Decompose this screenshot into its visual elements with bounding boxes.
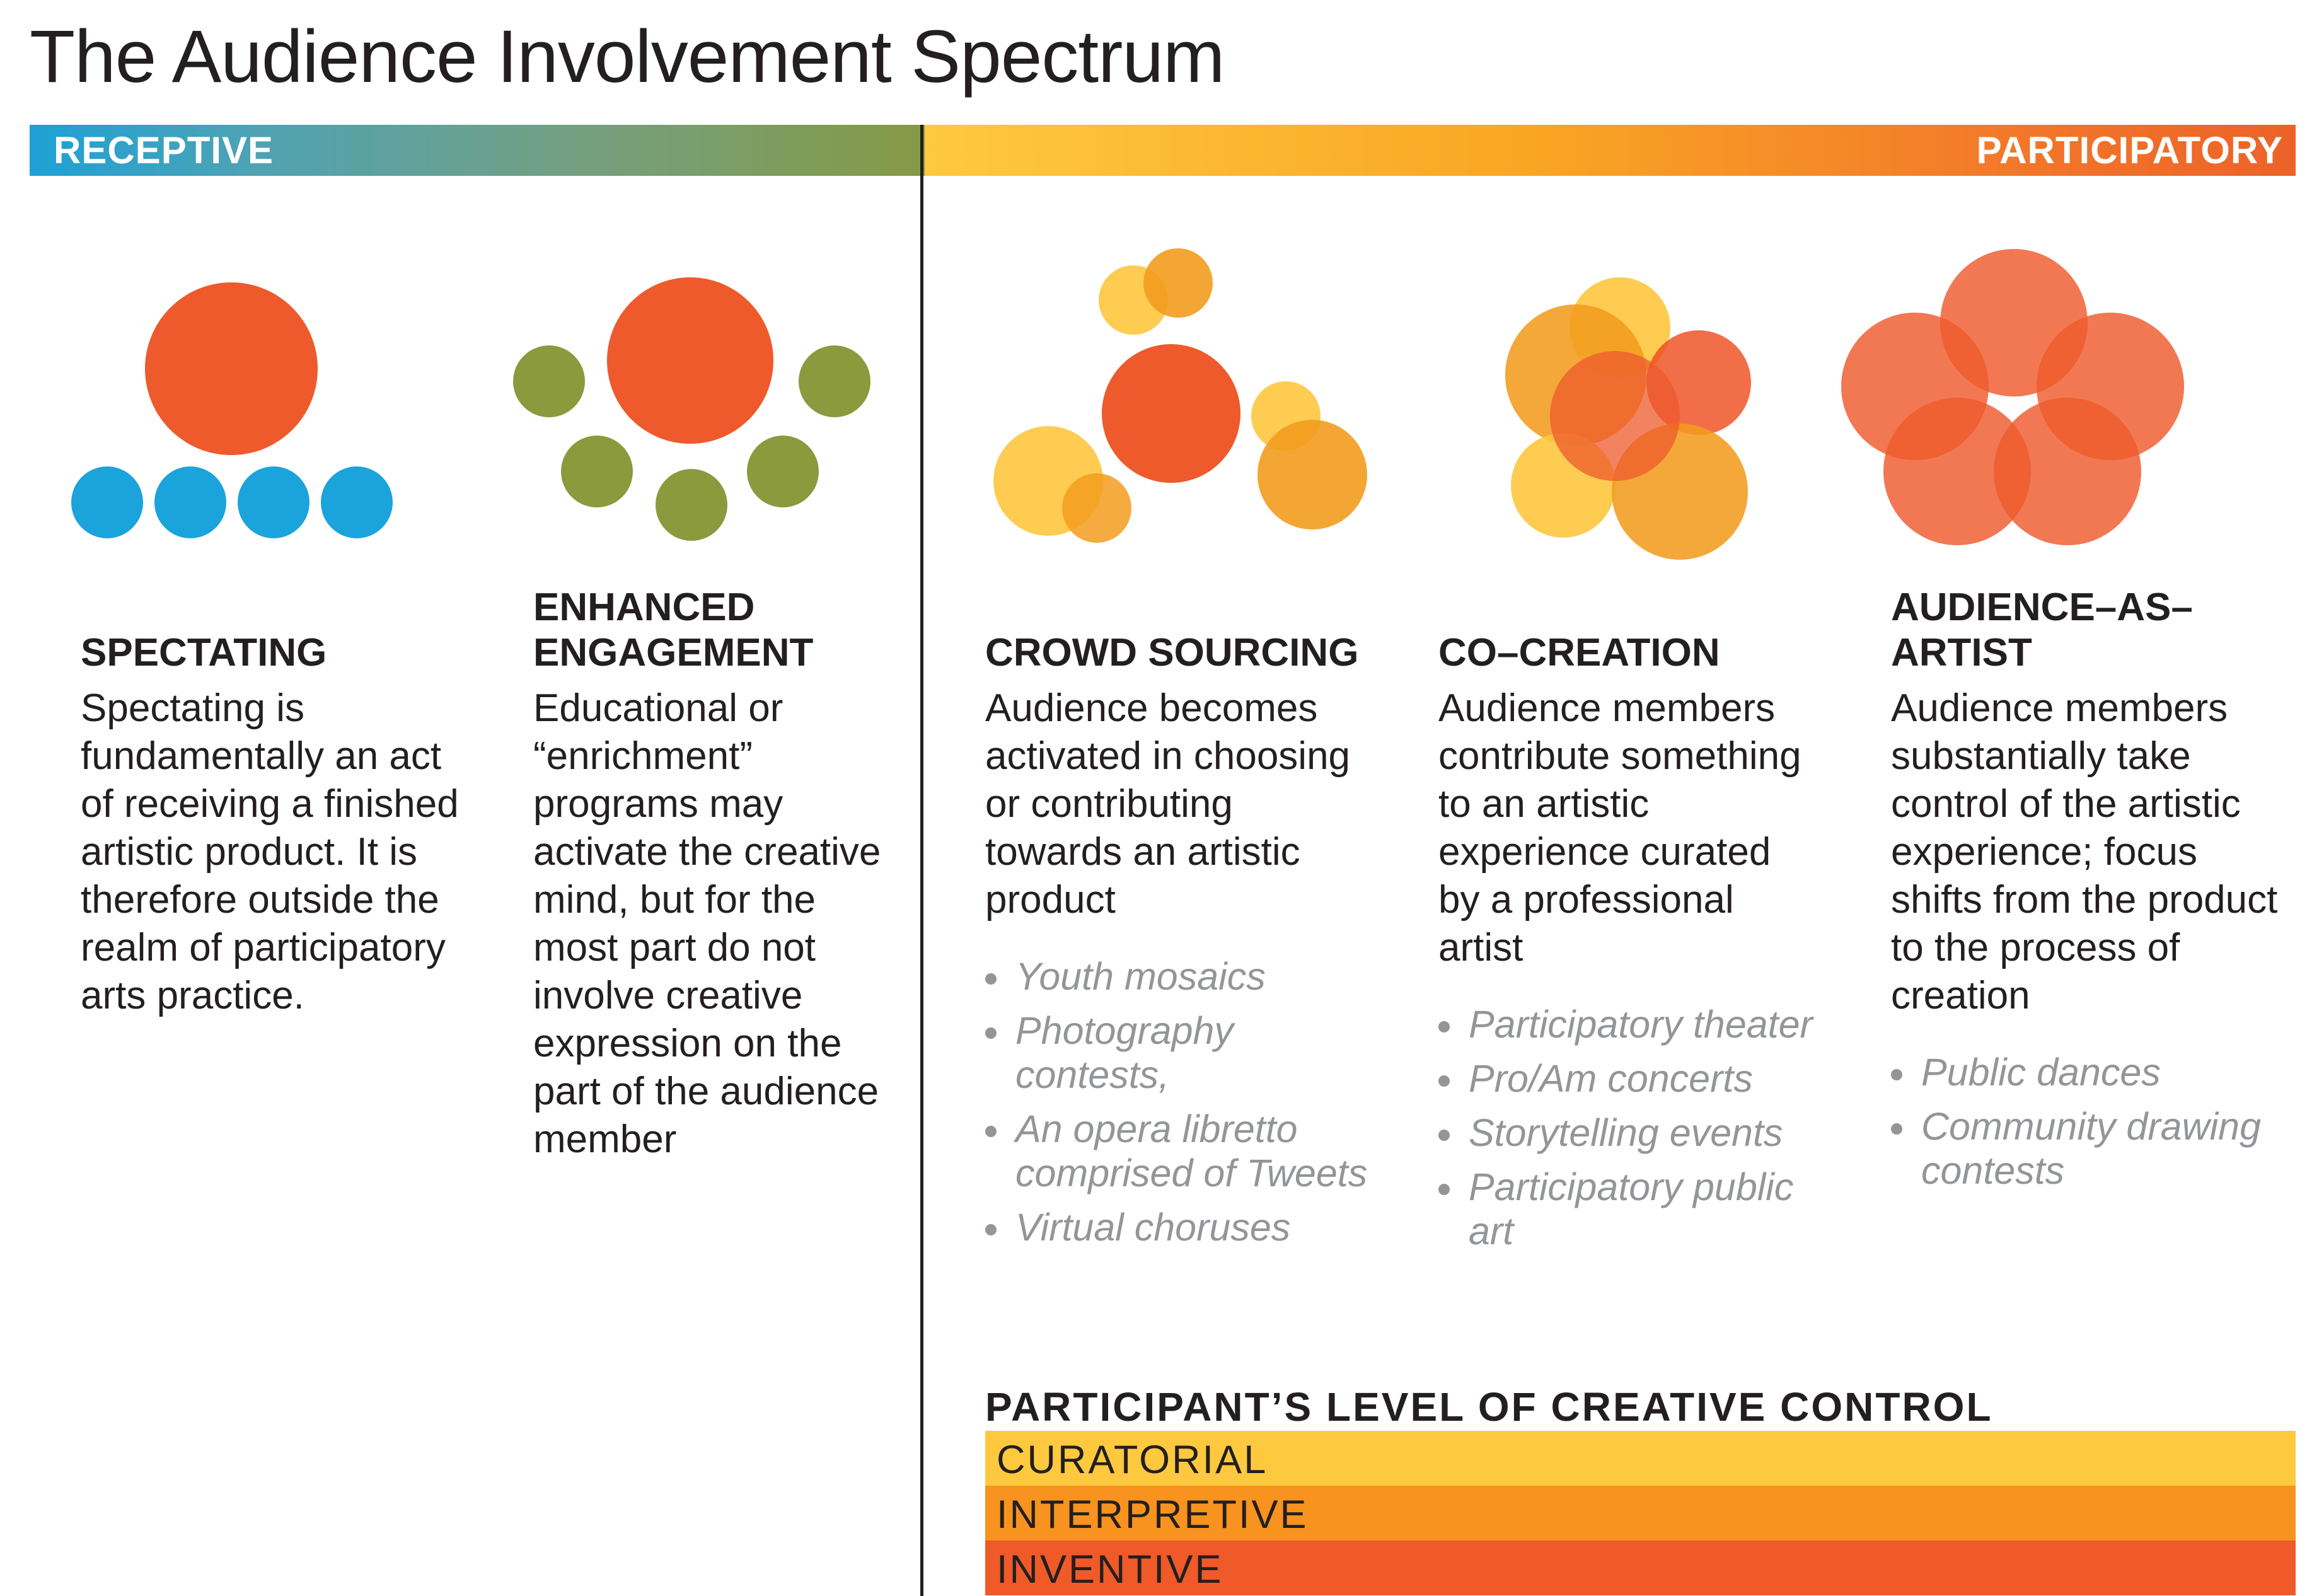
level-curatorial: CURATORIAL [985,1431,2296,1486]
column-description: Audience members contribute something to… [1438,686,1801,969]
spectating-icon [71,282,393,538]
level-label: INVENTIVE [997,1547,1223,1592]
column-heading: SPECTATING [81,631,327,674]
level-inventive: INVENTIVE [985,1541,2296,1595]
column-crowd-sourcing: CROWD SOURCING Audience becomes activate… [985,630,1389,1259]
column-spectating: SPECTATING Spectating is fundamentally a… [81,630,471,1020]
list-item: Community drawing contests [1891,1104,2307,1193]
list-item: Storytelling events [1438,1111,1842,1155]
column-heading: ENHANCED ENGAGEMENT [533,586,814,674]
column-description: Spectating is fundamentally an act of re… [81,686,459,1017]
participatory-label: PARTICIPATORY [1976,129,2283,171]
example-list: Public dances Community drawing contests [1891,1050,2307,1193]
list-item: Virtual choruses [985,1205,1389,1249]
level-interpretive: INTERPRETIVE [985,1486,2296,1541]
column-heading: CROWD SOURCING [985,631,1359,674]
divider-line [920,125,923,1596]
list-item: Youth mosaics [985,954,1389,998]
column-heading: AUDIENCE–AS–ARTIST [1891,586,2193,674]
list-item: Participatory public art [1438,1165,1842,1253]
column-audience-as-artist: AUDIENCE–AS–ARTIST Audience members subs… [1891,585,2307,1203]
column-description: Educational or “enrichment” programs may… [533,686,881,1161]
page-title: The Audience Involvement Spectrum [30,15,1225,98]
audience-as-artist-icon [1841,249,2184,545]
enhanced-engagement-icon [513,277,870,541]
participatory-bar: PARTICIPATORY [925,125,2296,176]
co-creation-icon [1505,277,1751,560]
example-list: Youth mosaics Photography contests, An o… [985,954,1389,1249]
level-label: INTERPRETIVE [997,1493,1309,1537]
creative-control-title: PARTICIPANT’S LEVEL OF CREATIVE CONTROL [985,1384,1993,1430]
column-co-creation: CO–CREATION Audience members contribute … [1438,630,1842,1263]
receptive-bar: RECEPTIVE [30,125,925,176]
column-description: Audience members substantially take cont… [1891,686,2278,1017]
example-list: Participatory theater Pro/Am concerts St… [1438,1002,1842,1253]
list-item: Photography contests, [985,1009,1389,1097]
list-item: An opera libretto comprised of Tweets [985,1107,1389,1195]
level-label: CURATORIAL [997,1438,1268,1482]
list-item: Pro/Am concerts [1438,1056,1842,1101]
column-heading: CO–CREATION [1438,631,1720,674]
crowd-sourcing-icon [993,248,1367,543]
column-description: Audience becomes activated in choosing o… [985,686,1351,922]
column-enhanced-engagement: ENHANCED ENGAGEMENT Educational or “enri… [533,585,905,1164]
list-item: Public dances [1891,1050,2307,1094]
receptive-label: RECEPTIVE [54,129,274,171]
list-item: Participatory theater [1438,1002,1842,1046]
